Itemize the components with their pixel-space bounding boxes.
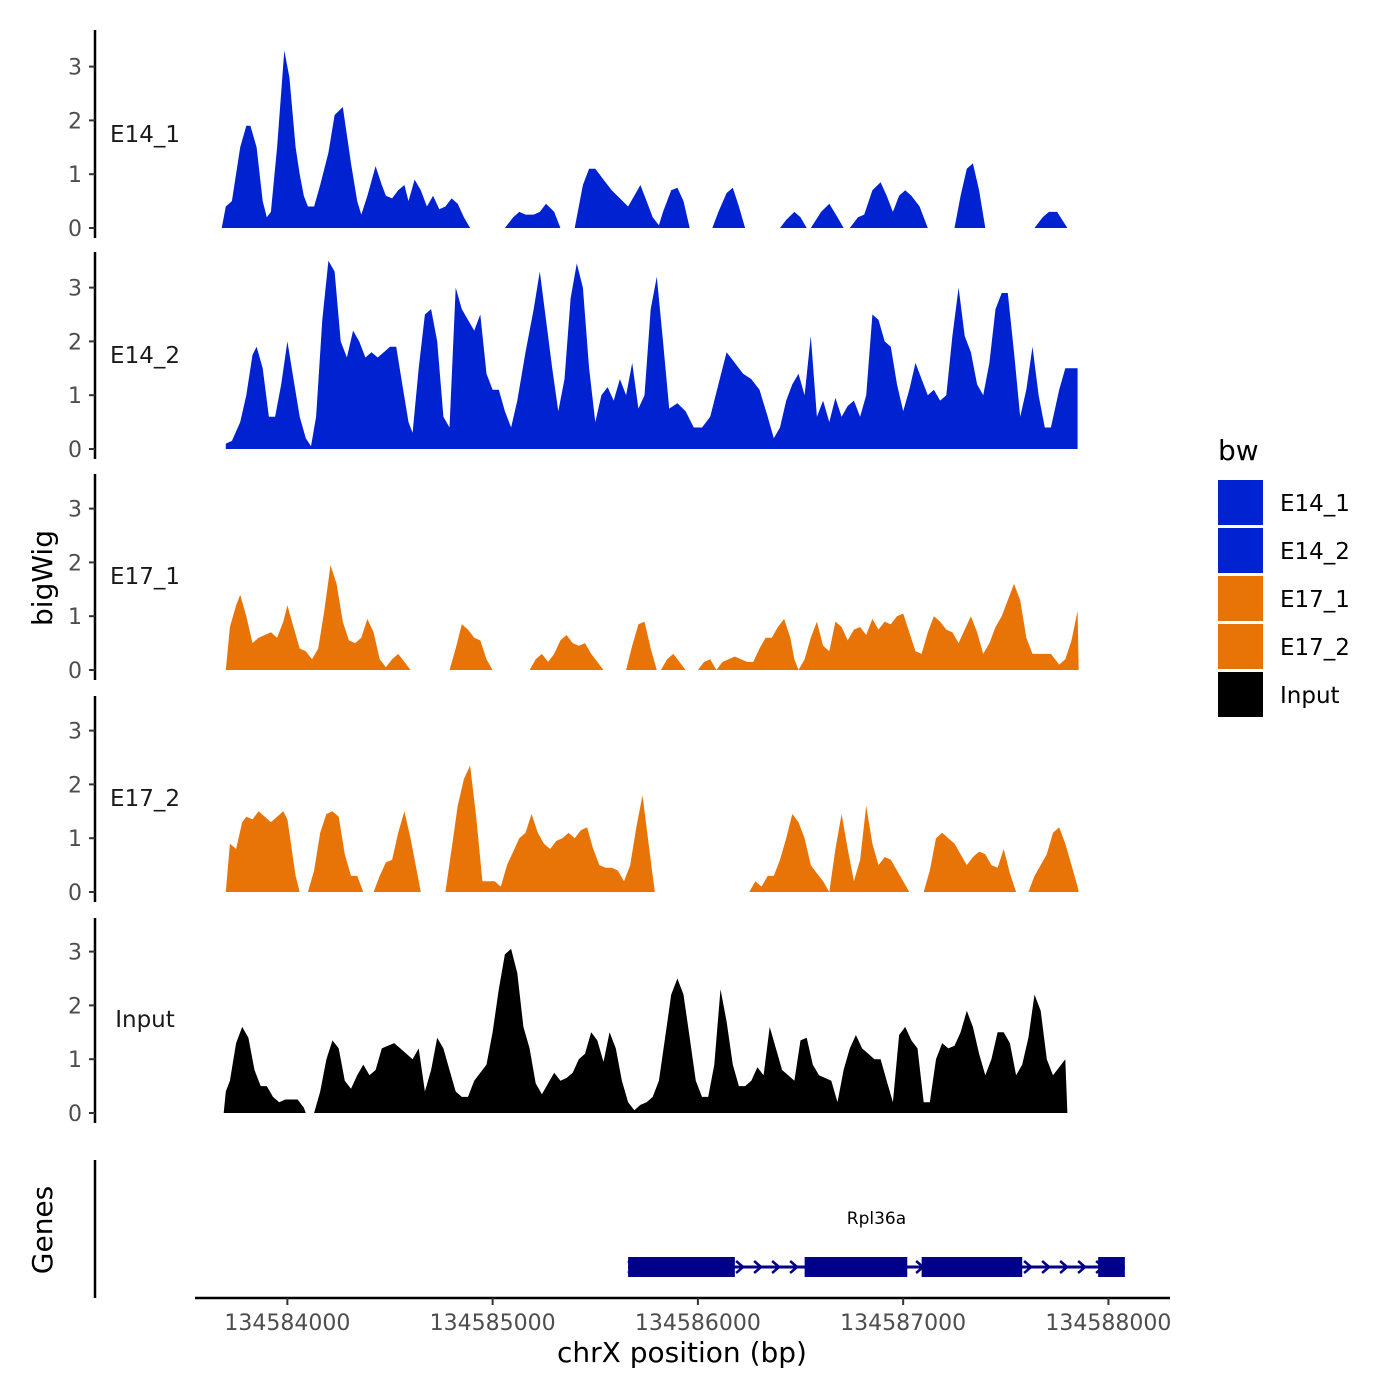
y-tick-label-input-3: 3 [68,941,82,966]
exon-3 [921,1257,1023,1277]
coverage-area-e14-1-6 [1034,211,1068,228]
legend-swatch-e14-2 [1218,528,1263,573]
x-tick-label-134587000: 134587000 [840,1311,966,1336]
legend-label-e17-2: E17_2 [1280,635,1350,661]
legend-swatch-e14-1 [1218,480,1263,525]
legend-swatch-e17-1 [1218,576,1263,621]
coverage-area-e17-1-4 [697,583,1079,670]
exon-1 [628,1257,735,1277]
coverage-area-e14-2-0 [225,260,1078,449]
coverage-area-e17-1-2 [529,635,604,670]
y-tick-label-input-2: 2 [68,994,82,1019]
y-tick-label-e14-2-2: 2 [68,330,82,355]
legend-label-e14-2: E14_2 [1280,539,1350,565]
coverage-area-e14-1-4 [780,182,928,228]
legend-label-e14-1: E14_1 [1280,491,1350,517]
y-tick-label-e14-1-0: 0 [68,217,82,242]
coverage-area-e14-1-0 [221,50,471,228]
track-e14-2: 0 1 2 3 E14_2 [68,252,1078,463]
coverage-area-e14-1-2 [574,168,690,228]
legend-swatch-input [1218,672,1263,717]
y-tick-label-e17-1-2: 2 [68,551,82,576]
gene-track: Rpl36a [93,1160,1125,1298]
y-tick-label-e14-2-0: 0 [68,438,82,463]
legend: bw E14_1 E14_2 E17_1 E17_2 Input [1218,434,1350,717]
coverage-area-e17-2-2 [373,811,421,892]
strand-arrow [1077,1260,1088,1274]
coverage-area-e17-1-1 [449,624,493,670]
gene-track-title: Genes [26,1186,59,1274]
track-e14-1: 0 1 2 3 E14_1 [68,30,1068,242]
strand-arrow [1059,1260,1070,1274]
gene-label-rpl36a: Rpl36a [847,1209,906,1229]
track-e17-1: 0 1 2 3 E17_1 [68,474,1079,684]
track-label-e14-2: E14_2 [110,343,180,369]
y-tick-label-e17-1-3: 3 [68,498,82,523]
strand-arrow [1023,1260,1034,1274]
y-tick-label-e17-1-1: 1 [68,605,82,630]
coverage-area-e17-2-4 [749,805,910,892]
y-tick-label-e17-2-0: 0 [68,881,82,906]
coverage-area-e17-2-5 [923,832,1017,892]
x-tick-label-134584000: 134584000 [224,1311,350,1336]
coverage-area-e14-1-3 [712,187,746,228]
y-tick-label-e14-1-1: 1 [68,163,82,188]
coverage-area-e17-1-0 [225,565,411,670]
track-input: 0 1 2 3 Input [68,918,1068,1127]
strand-arrow [789,1260,800,1274]
coverage-area-e17-2-1 [307,811,364,892]
y-tick-label-input-0: 0 [68,1102,82,1127]
legend-swatch-e17-2 [1218,624,1263,669]
x-axis-title: chrX position (bp) [557,1336,807,1369]
coverage-area-input-0 [223,1026,306,1113]
coverage-area-input-1 [314,948,1068,1113]
x-axis: 134584000 134585000 134586000 134587000 1345… [195,1296,1171,1336]
coverage-area-e17-2-0 [225,811,300,892]
legend-title: bw [1218,434,1259,467]
y-tick-label-e14-2-3: 3 [68,277,82,302]
track-label-input: Input [115,1007,175,1033]
strand-arrow [1041,1260,1052,1274]
legend-label-input: Input [1280,683,1340,709]
coverage-area-e17-1-3 [626,621,686,670]
track-label-e17-1: E17_1 [110,564,180,590]
y-tick-label-e17-2-2: 2 [68,773,82,798]
coverage-area-e14-1-5 [954,163,986,228]
y-axis-title: bigWig [26,530,59,626]
strand-arrow [771,1260,782,1274]
legend-label-e17-1: E17_1 [1280,587,1350,613]
coverage-area-e14-1-1 [504,203,561,228]
strand-arrow [735,1260,746,1274]
coverage-area-e17-2-3 [445,765,655,892]
coverage-tracks: 0 1 2 3 E14_1 0 1 2 3 E14_2 0 1 2 3 E17_1 0 1 2 3 E17_2 0 1 2 3… [68,30,1079,1127]
exon-2 [804,1257,908,1277]
gene-rpl36a: Rpl36a [627,1209,1125,1277]
coverage-area-e17-2-6 [1028,827,1079,892]
y-tick-label-e14-1-2: 2 [68,109,82,134]
x-tick-label-134585000: 134585000 [430,1311,556,1336]
y-tick-label-e14-1-3: 3 [68,56,82,81]
y-tick-label-e17-2-1: 1 [68,827,82,852]
exon-4 [1098,1257,1125,1277]
track-e17-2: 0 1 2 3 E17_2 [68,696,1079,906]
x-tick-label-134586000: 134586000 [635,1311,761,1336]
y-tick-label-input-1: 1 [68,1048,82,1073]
y-tick-label-e17-2-3: 3 [68,720,82,745]
x-tick-label-134588000: 134588000 [1045,1311,1171,1336]
strand-arrow [753,1260,764,1274]
y-tick-label-e17-1-0: 0 [68,659,82,684]
track-label-e14-1: E14_1 [110,122,180,148]
y-tick-label-e14-2-1: 1 [68,384,82,409]
track-label-e17-2: E17_2 [110,786,180,812]
